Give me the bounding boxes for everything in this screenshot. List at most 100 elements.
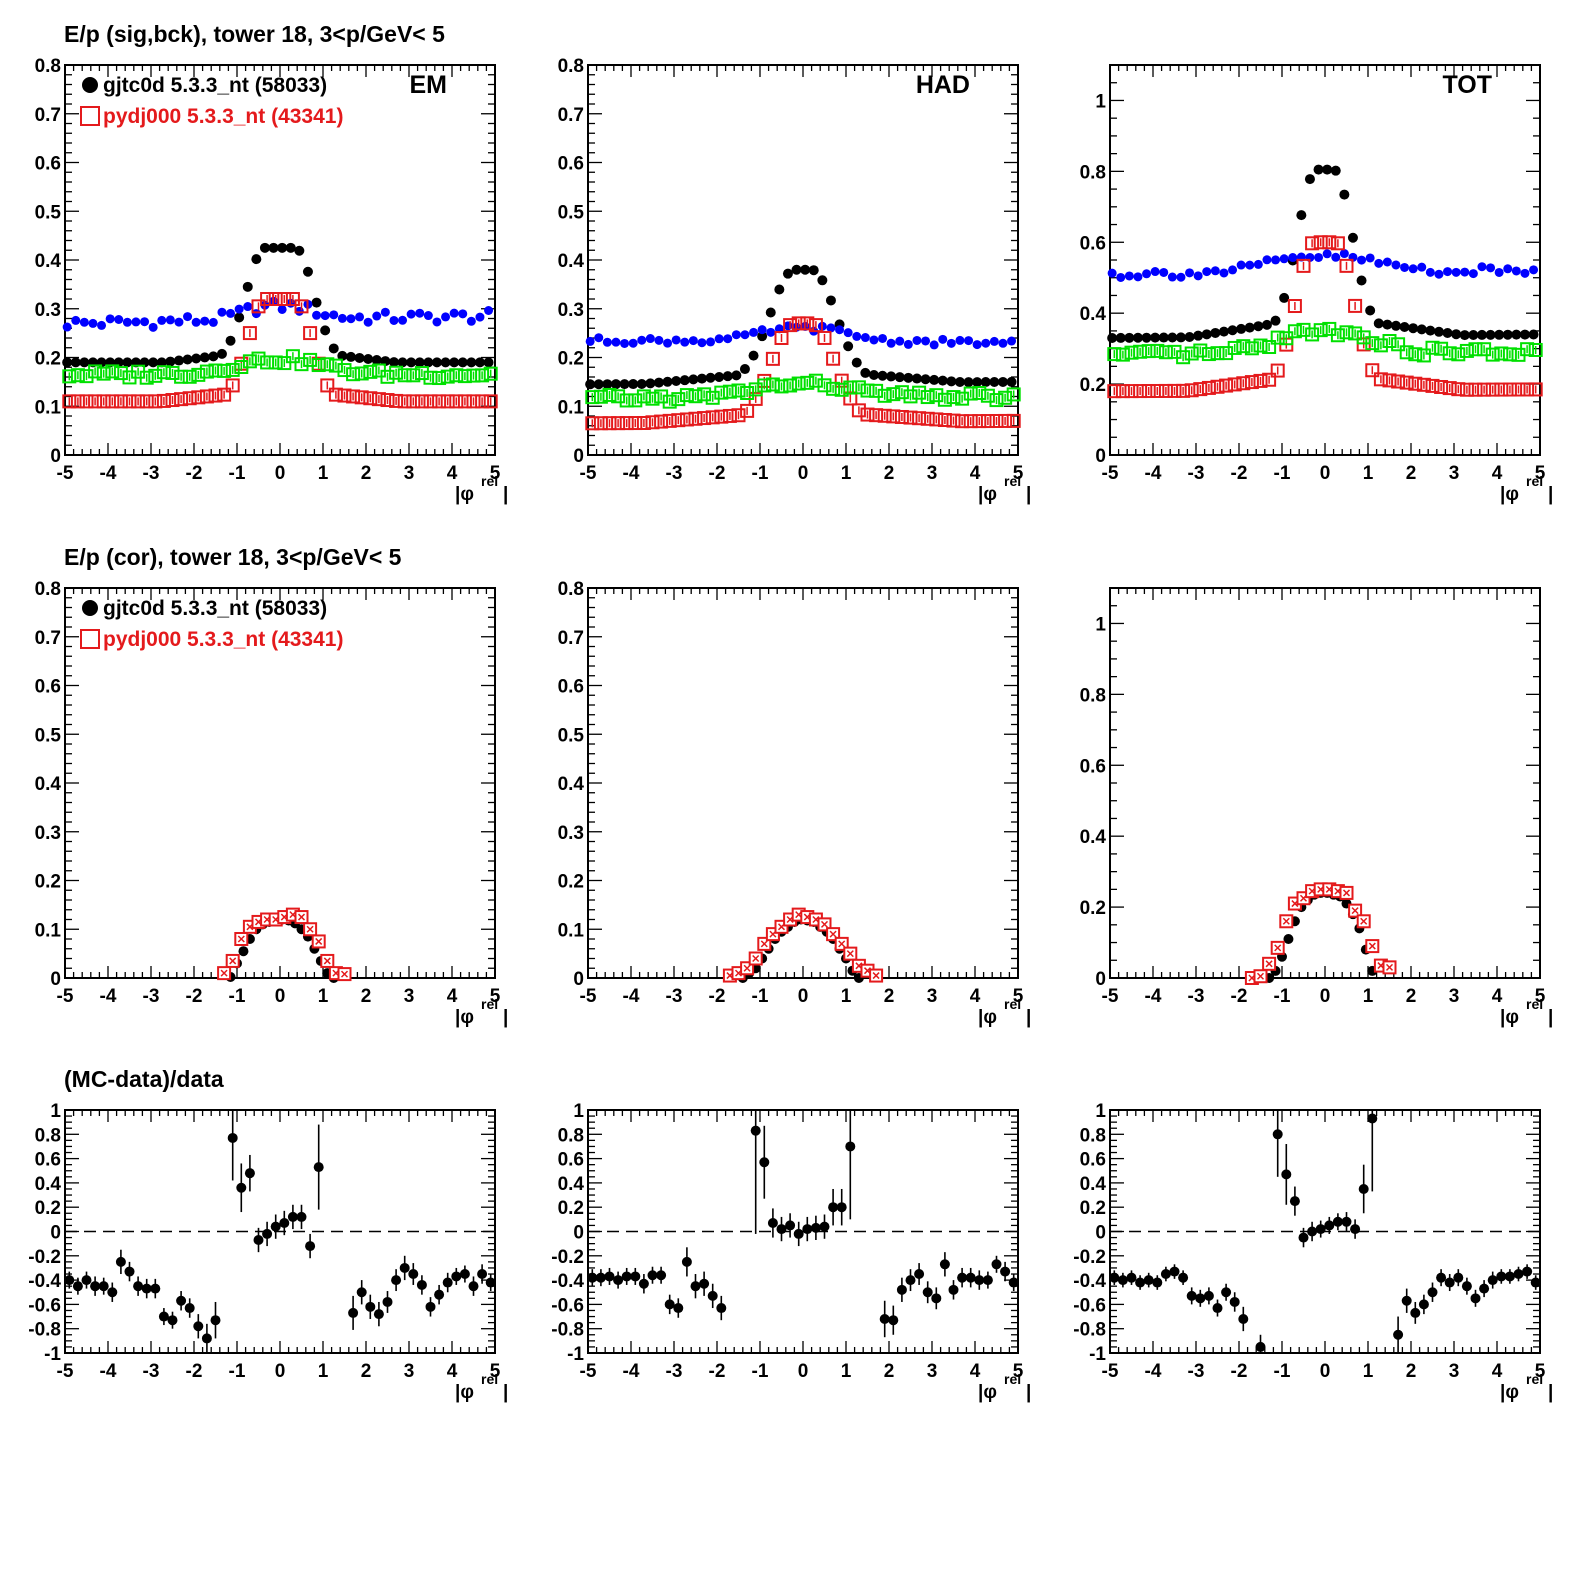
data-point <box>1417 262 1427 272</box>
data-point <box>972 340 982 350</box>
data-point <box>399 1262 410 1273</box>
y-tick-label: 0.5 <box>558 725 585 746</box>
legend-marker <box>80 629 100 649</box>
data-point <box>1159 267 1169 277</box>
x-tick-label: -1 <box>1274 986 1291 1007</box>
data-point <box>774 330 789 345</box>
x-tick-label: 4 <box>1492 463 1503 484</box>
data-point <box>1006 413 1021 428</box>
data-point <box>191 353 202 364</box>
data-point <box>174 392 189 407</box>
data-point <box>449 394 464 409</box>
data-point <box>948 1284 959 1295</box>
x-tick-label: 5 <box>1535 986 1546 1007</box>
data-point <box>107 1287 118 1298</box>
x-tick-label: 2 <box>884 1361 895 1382</box>
x-tick-label: -3 <box>666 1361 683 1382</box>
data-point <box>679 412 694 427</box>
data-point <box>585 336 595 346</box>
y-tick-label: -0.8 <box>551 1320 584 1341</box>
data-point <box>302 266 313 277</box>
data-point <box>817 275 828 286</box>
data-point <box>416 1279 427 1290</box>
x-tick-label: -1 <box>1274 463 1291 484</box>
series-data-corrected <box>1264 887 1378 983</box>
data-point <box>791 376 806 391</box>
x-tick-label: -4 <box>1145 1361 1162 1382</box>
data-point <box>1298 1232 1309 1243</box>
data-point <box>415 308 425 318</box>
data-point <box>98 1281 109 1292</box>
data-point <box>174 369 189 384</box>
x-axis-label: |φ <box>978 484 997 505</box>
data-point <box>320 378 335 393</box>
data-point <box>1461 1281 1472 1292</box>
data-point <box>1184 332 1195 343</box>
data-point <box>182 369 197 384</box>
data-point <box>90 1281 101 1292</box>
data-point <box>1485 329 1496 340</box>
data-point <box>895 336 905 346</box>
x-axis-label-end: | <box>1026 484 1031 505</box>
data-point <box>62 369 77 384</box>
data-point <box>105 364 120 379</box>
data-point <box>131 317 141 327</box>
data-point <box>165 315 175 325</box>
data-point <box>201 1333 212 1344</box>
data-point <box>457 357 468 368</box>
data-point <box>972 385 987 400</box>
y-tick-label: 0.5 <box>35 202 62 223</box>
data-point <box>311 358 326 373</box>
panel-row1-EM: -5 -4 -3 -2 -1 0 1 2 3 4 5 0 0.1 0.2 0.3 0.4 0.5 0.6 0.7 0.… <box>35 56 509 505</box>
data-point-cross <box>1274 944 1282 952</box>
x-tick-label: -5 <box>57 986 74 1007</box>
data-point <box>1307 1226 1318 1237</box>
data-point <box>1193 343 1208 358</box>
data-point <box>1459 382 1474 397</box>
series-mc-corrected <box>1244 882 1397 985</box>
data-point <box>810 1222 821 1233</box>
data-point <box>113 366 128 381</box>
data-point <box>1322 164 1333 175</box>
data-point <box>397 368 412 383</box>
data-point <box>389 393 404 408</box>
data-point <box>939 1259 950 1270</box>
y-tick-label: 1 <box>1095 1101 1106 1122</box>
x-axis-label-sup: rel <box>481 996 498 1012</box>
y-tick-label: 0.2 <box>558 872 584 893</box>
series-mc-background <box>585 373 1021 409</box>
data-point <box>251 254 262 265</box>
x-tick-label: 0 <box>1320 986 1331 1007</box>
data-point <box>1373 372 1388 387</box>
panel-row2-HAD: -5 -4 -3 -2 -1 0 1 2 3 4 5 0 0.1 0.2 0.3 0.4 0.5 0.6 0.7 0.… <box>558 579 1032 1028</box>
data-point <box>1442 327 1453 338</box>
data-point <box>105 394 120 409</box>
x-axis-label-sup: rel <box>1004 1371 1021 1387</box>
y-tick-label: 0.2 <box>558 1198 584 1219</box>
data-point <box>1305 327 1320 342</box>
data-point <box>414 357 425 368</box>
data-point <box>595 1272 606 1283</box>
x-tick-label: -5 <box>580 986 597 1007</box>
data-point <box>105 314 115 324</box>
data-point <box>1348 326 1363 341</box>
y-tick-label: 0.1 <box>558 920 585 941</box>
series-mc-corrected <box>722 907 884 983</box>
x-tick-label: -2 <box>709 986 726 1007</box>
data-point <box>1227 377 1242 392</box>
y-tick-label: 0.8 <box>558 56 584 77</box>
data-point <box>706 337 716 347</box>
x-tick-label: 4 <box>970 463 981 484</box>
data-point <box>877 370 888 381</box>
data-point <box>739 364 750 375</box>
panel-row3-HAD: -5 -4 -3 -2 -1 0 1 2 3 4 5 -1 -0.8 -0.6 -0.4 -0.2 0 0.2 0.… <box>551 1101 1031 1403</box>
data-point-cross <box>1385 963 1394 971</box>
x-axis-label-sup: rel <box>1004 473 1021 489</box>
data-point <box>1425 325 1436 336</box>
x-tick-label: 5 <box>490 986 501 1007</box>
data-point <box>380 307 390 317</box>
data-point <box>980 388 995 403</box>
data-point <box>619 416 634 431</box>
x-tick-label: 1 <box>318 1361 329 1382</box>
x-axis-label-sup: rel <box>1004 996 1021 1012</box>
